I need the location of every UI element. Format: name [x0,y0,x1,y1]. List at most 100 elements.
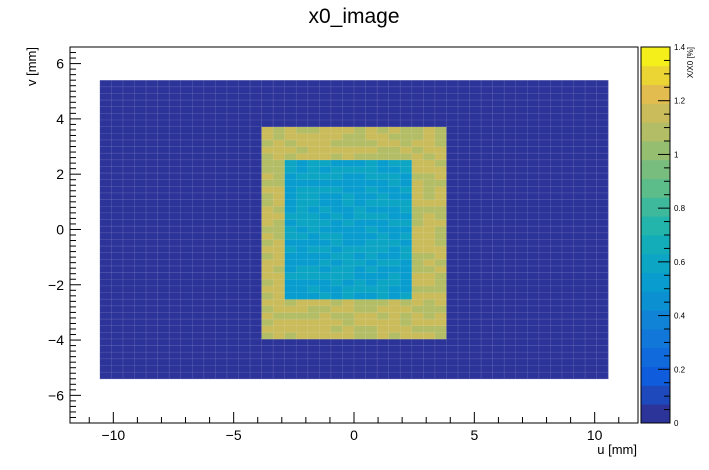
heatmap-cell [400,212,413,220]
heatmap-cell [192,305,205,313]
heatmap-cell [203,146,216,154]
heatmap-cell [284,285,297,293]
heatmap-cell [284,192,297,200]
heatmap-cell [226,212,239,220]
heatmap-cell [111,345,124,353]
heatmap-cell [203,232,216,240]
heatmap-cell [273,126,285,134]
heatmap-cell [585,199,597,207]
heatmap-cell [585,299,597,307]
heatmap-cell [180,226,193,234]
heatmap-cell [504,285,517,293]
heatmap-cell [296,106,309,114]
heatmap-cell [585,100,597,108]
heatmap-cell [446,146,459,154]
heatmap-cell [215,232,228,240]
heatmap-cell [423,93,436,101]
heatmap-cell [457,338,470,346]
heatmap-cell [527,100,540,108]
heatmap-cell [561,226,574,234]
heatmap-cell [527,372,540,380]
heatmap-cell [261,265,274,273]
heatmap-cell [504,246,517,253]
heatmap-cell [146,159,158,167]
heatmap-cell [446,192,459,200]
heatmap-cell [250,319,262,326]
heatmap-cell [400,272,413,280]
heatmap-cell [192,319,205,326]
heatmap-cell [354,80,366,88]
heatmap-cell [469,226,482,234]
heatmap-cell [423,332,436,340]
heatmap-cell [481,219,493,227]
heatmap-cell [250,126,262,134]
heatmap-cell [192,212,205,220]
heatmap-cell [307,119,320,127]
heatmap-cell [122,100,135,108]
heatmap-cell [319,292,332,300]
heatmap-cell [573,319,586,326]
heatmap-cell [481,332,493,340]
heatmap-cell [538,352,551,360]
heatmap-cell [319,192,332,200]
heatmap-cell [504,305,517,313]
heatmap-cell [411,246,424,253]
heatmap-cell [146,186,158,194]
heatmap-cell [388,113,401,121]
heatmap-cell [377,226,389,234]
heatmap-cell [596,365,609,373]
heatmap-cell [515,345,528,353]
heatmap-cell [238,199,251,207]
heatmap-cell [226,100,239,108]
heatmap-cell [469,265,482,273]
heatmap-cell [192,80,205,88]
heatmap-cell [273,100,285,108]
heatmap-cell [250,332,262,340]
heatmap-cell [573,159,586,167]
heatmap-cell [573,153,586,161]
heatmap-cell [296,365,309,373]
heatmap-cell [169,358,182,366]
heatmap-cell [504,265,517,273]
heatmap-cell [434,239,447,247]
heatmap-cell [250,93,262,101]
heatmap-cell [180,352,193,360]
heatmap-cell [457,292,470,300]
heatmap-cell [354,219,366,227]
heatmap-cell [504,219,517,227]
heatmap-cell [388,179,401,187]
heatmap-cell [261,86,274,94]
x-tick-label: −10 [101,427,125,443]
heatmap-cell [434,246,447,253]
heatmap-cell [457,246,470,253]
heatmap-cell [492,133,505,141]
heatmap-cell [146,133,158,141]
heatmap-cell [99,206,112,214]
heatmap-cell [111,279,124,287]
heatmap-cell [411,219,424,227]
heatmap-cell [215,259,228,267]
heatmap-cell [423,119,436,127]
heatmap-cell [585,305,597,313]
heatmap-cell [342,226,355,234]
heatmap-cell [365,232,378,240]
heatmap-cell [215,338,228,346]
heatmap-cell [596,100,609,108]
heatmap-cell [122,153,135,161]
heatmap-cell [423,139,436,147]
heatmap-cell [330,325,343,333]
heatmap-cell [203,338,216,346]
heatmap-cell [492,372,505,380]
heatmap-cell [261,285,274,293]
heatmap-cell [250,186,262,194]
heatmap-cell [423,252,436,260]
heatmap-cell [146,232,158,240]
heatmap-cell [527,206,540,214]
heatmap-cell [469,206,482,214]
heatmap-cell [515,219,528,227]
heatmap-cell [226,86,239,94]
heatmap-cell [377,252,389,260]
heatmap-cell [561,173,574,181]
heatmap-cell [296,212,309,220]
heatmap-cell [585,113,597,121]
